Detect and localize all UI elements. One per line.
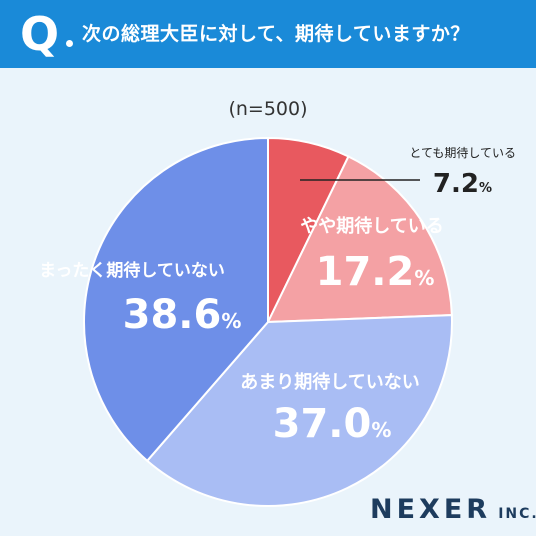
q-mark: Q [20,7,60,61]
question-text: 次の総理大臣に対して、期待していますか？ [82,23,470,45]
sample-size: (n=500) [228,98,308,120]
brand-logo: NEXER INC. [370,494,536,525]
q-dot-icon [66,40,73,47]
value-very-expect: 7.2% [433,169,492,199]
value-not-much-expect: 37.0% [273,401,392,447]
label-not-at-all-expect: まったく期待していない [39,260,225,281]
brand-suffix: INC. [498,506,536,522]
label-very-expect: とても期待している [409,146,516,160]
label-not-much-expect: あまり期待していない [240,371,419,393]
question-header: Q 次の総理大臣に対して、期待していますか？ [0,0,536,68]
brand-name: NEXER [370,494,492,525]
slice-not-at-all-expect [83,136,269,463]
slice-somewhat-expect [266,155,453,324]
value-not-at-all-expect: 38.6% [123,292,242,338]
value-somewhat-expect: 17.2% [316,249,435,295]
label-somewhat-expect: やや期待している [300,215,443,237]
slice-not-much-expect [145,314,453,507]
